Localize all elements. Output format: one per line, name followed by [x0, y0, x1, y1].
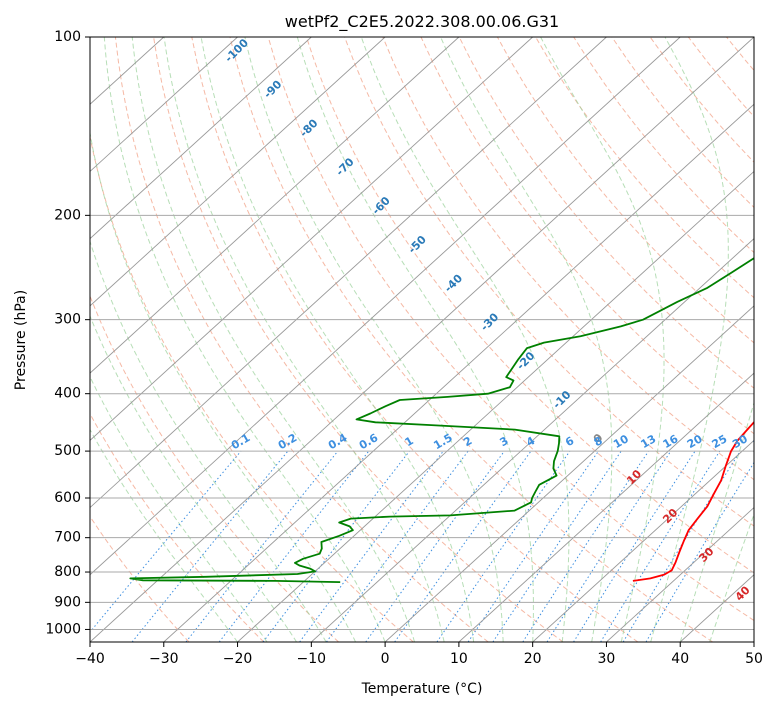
y-tick-label: 300 — [54, 312, 81, 328]
y-tick-label: 400 — [54, 386, 81, 402]
x-tick-label: 20 — [524, 651, 542, 667]
y-tick-label: 200 — [54, 207, 81, 223]
y-tick-label: 1000 — [45, 621, 81, 637]
x-tick-label: 30 — [598, 651, 616, 667]
y-tick-label: 900 — [54, 594, 81, 610]
chart-title: wetPf2_C2E5.2022.308.00.06.G31 — [285, 12, 559, 32]
x-tick-label: −10 — [297, 651, 327, 667]
x-tick-label: −20 — [223, 651, 253, 667]
y-tick-label: 500 — [54, 443, 81, 459]
x-tick-label: −40 — [75, 651, 105, 667]
y-tick-label: 100 — [54, 29, 81, 45]
x-tick-label: 40 — [671, 651, 689, 667]
x-axis-label: Temperature (°C) — [361, 681, 483, 697]
x-tick-label: 10 — [450, 651, 468, 667]
x-tick-label: −30 — [149, 651, 179, 667]
x-tick-label: 50 — [745, 651, 763, 667]
x-tick-label: 0 — [381, 651, 390, 667]
y-axis-label: Pressure (hPa) — [13, 290, 29, 390]
y-tick-label: 800 — [54, 564, 81, 580]
y-tick-label: 600 — [54, 490, 81, 506]
y-tick-label: 700 — [54, 530, 81, 546]
